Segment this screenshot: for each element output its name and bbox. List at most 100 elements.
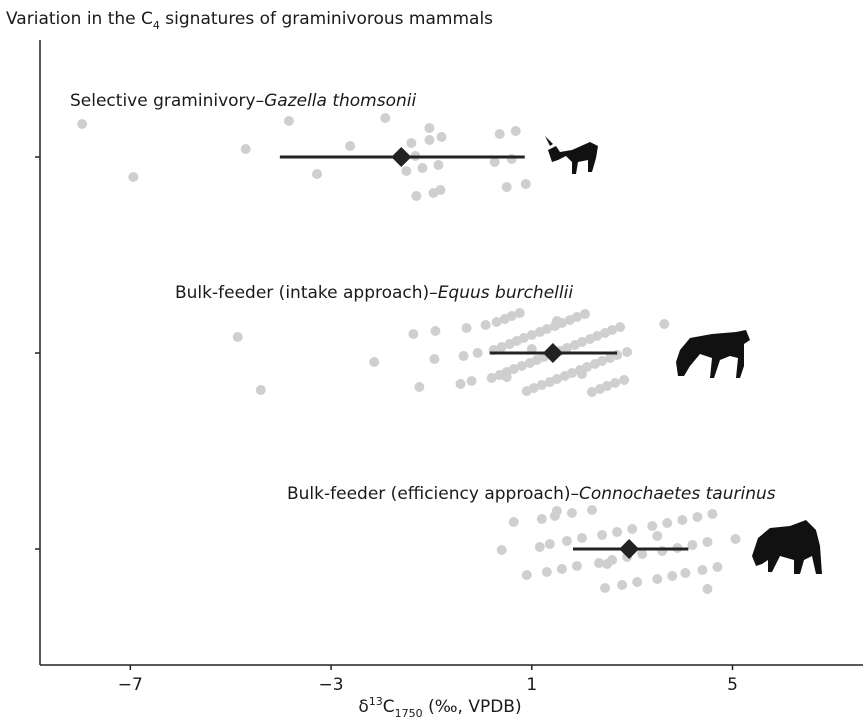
data-point [562, 536, 572, 546]
silhouettes [545, 136, 822, 574]
data-point [128, 172, 138, 182]
data-point [233, 332, 243, 342]
data-point [697, 565, 707, 575]
data-point [612, 527, 622, 537]
data-point [473, 348, 483, 358]
data-point [552, 316, 562, 326]
gazelle-icon [545, 136, 598, 174]
data-point [702, 537, 712, 547]
data-point [515, 308, 525, 318]
x-label-part: δ [358, 697, 368, 717]
data-point [619, 375, 629, 385]
data-point [545, 539, 555, 549]
data-point [622, 347, 632, 357]
data-point [610, 378, 620, 388]
data-point [577, 369, 587, 379]
data-point [436, 132, 446, 142]
group-species: Equus burchellii [438, 283, 574, 303]
wildebeest-icon [752, 520, 822, 574]
data-point [77, 119, 87, 129]
data-point [652, 574, 662, 584]
data-point [567, 508, 577, 518]
data-point [580, 309, 590, 319]
data-point [411, 191, 421, 201]
chart: Variation in the C4 signatures of gramin… [0, 0, 863, 721]
group-label: Selective graminivory–Gazella thomsonii [70, 91, 416, 111]
x-tick-label: 1 [526, 675, 537, 695]
data-point [430, 326, 440, 336]
data-point [597, 530, 607, 540]
data-point [406, 138, 416, 148]
data-point [572, 561, 582, 571]
title-subscript: 4 [153, 19, 160, 32]
x-label-subscript: 1750 [395, 707, 423, 720]
data-point [712, 562, 722, 572]
data-point [284, 116, 294, 126]
group-species: Gazella thomsonii [264, 91, 416, 111]
data-point [652, 531, 662, 541]
data-point [256, 385, 266, 395]
group-species: Connochaetes taurinus [579, 484, 776, 504]
data-point [557, 564, 567, 574]
data-point [522, 570, 532, 580]
data-point [424, 123, 434, 133]
x-tick-label: 5 [727, 675, 738, 695]
zebra-icon [676, 330, 750, 378]
x-axis-label: δ13C1750 (‰, VPDB) [358, 695, 521, 720]
data-point [542, 567, 552, 577]
data-point [509, 517, 519, 527]
data-point [502, 372, 512, 382]
data-point [502, 182, 512, 192]
data-point [380, 113, 390, 123]
data-point [408, 329, 418, 339]
group-name: Bulk-feeder (efficiency approach)– [287, 484, 579, 504]
data-point [401, 166, 411, 176]
chart-title: Variation in the C4 signatures of gramin… [6, 9, 493, 32]
data-point [511, 126, 521, 136]
data-point [667, 571, 677, 581]
data-point [707, 509, 717, 519]
data-point [647, 521, 657, 531]
group-name: Selective graminivory– [70, 91, 264, 111]
x-tick-label: −3 [319, 675, 344, 695]
mean-marker [391, 147, 411, 167]
title-part: signatures of graminivorous mammals [160, 9, 493, 29]
group-label: Bulk-feeder (efficiency approach)–Connoc… [287, 484, 776, 504]
data-point [429, 354, 439, 364]
data-point [659, 319, 669, 329]
x-label-part: (‰, VPDB) [423, 697, 522, 717]
data-point [537, 514, 547, 524]
data-point [414, 382, 424, 392]
data-point [433, 160, 443, 170]
data-point [462, 323, 472, 333]
data-point [617, 580, 627, 590]
data-point [552, 506, 562, 516]
data-point [677, 515, 687, 525]
data-point [424, 135, 434, 145]
data-point [417, 163, 427, 173]
data-point [456, 379, 466, 389]
data-point [600, 583, 610, 593]
data-point [369, 357, 379, 367]
data-point [521, 179, 531, 189]
x-tick-label: −7 [118, 675, 143, 695]
data-point [577, 533, 587, 543]
data-point [497, 545, 507, 555]
data-point [731, 534, 741, 544]
data-point [312, 169, 322, 179]
data-point [435, 185, 445, 195]
data-point [459, 351, 469, 361]
data-point [467, 376, 477, 386]
data-point [662, 518, 672, 528]
data-point [615, 322, 625, 332]
title-part: Variation in the C [6, 9, 153, 29]
group-name: Bulk-feeder (intake approach)– [175, 283, 438, 303]
data-point [692, 512, 702, 522]
x-label-superscript: 13 [369, 695, 383, 708]
group-label: Bulk-feeder (intake approach)–Equus burc… [175, 283, 573, 303]
data-point [241, 144, 251, 154]
data-point [627, 524, 637, 534]
data-point [535, 542, 545, 552]
data-point [632, 577, 642, 587]
x-label-part: C [383, 697, 395, 717]
